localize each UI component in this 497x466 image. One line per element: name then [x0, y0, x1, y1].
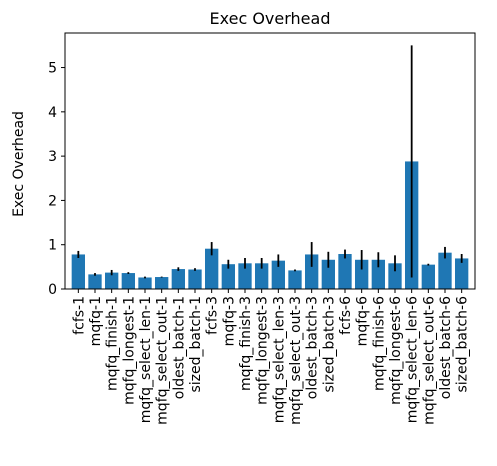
- y-tick-label-4: 4: [48, 105, 57, 121]
- x-tick-label-0: fcfs-1: [71, 296, 87, 335]
- bar-11: [255, 263, 269, 289]
- x-tick-label-4: mqfq_select_len-1: [138, 296, 154, 423]
- y-axis-label: Exec Overhead: [11, 111, 27, 217]
- bar-8: [205, 248, 219, 289]
- bar-14: [305, 254, 319, 289]
- bar-0: [71, 254, 85, 289]
- x-tick-label-11: mqfq_longest-3: [255, 296, 271, 405]
- bar-7: [188, 269, 202, 289]
- bar-19: [388, 263, 402, 289]
- bar-4: [138, 277, 152, 289]
- y-tick-label-0: 0: [48, 282, 57, 298]
- bar-13: [288, 270, 302, 289]
- bar-1: [88, 274, 102, 289]
- bar-9: [221, 264, 235, 289]
- x-tick-label-1: mqfq-1: [88, 296, 104, 346]
- bar-17: [355, 259, 369, 289]
- bar-21: [421, 264, 435, 289]
- y-tick-label-1: 1: [48, 238, 57, 254]
- x-tick-label-16: fcfs-6: [338, 296, 354, 335]
- bar-22: [438, 252, 452, 289]
- x-tick-label-5: mqfq_select_out-1: [155, 296, 171, 425]
- x-tick-label-6: oldest_batch-1: [171, 296, 187, 399]
- x-tick-label-12: mqfq_select_len-3: [271, 296, 287, 423]
- bar-12: [271, 260, 285, 289]
- bar-5: [155, 277, 169, 289]
- bar-10: [238, 263, 252, 289]
- x-tick-label-17: mqfq-6: [355, 296, 371, 346]
- x-tick-label-3: mqfq_longest-1: [121, 296, 137, 405]
- bar-3: [121, 273, 135, 289]
- bar-2: [105, 272, 119, 289]
- x-tick-label-21: mqfq_select_out-6: [421, 296, 437, 425]
- x-tick-label-10: mqfq_finish-3: [238, 296, 254, 391]
- x-tick-label-15: sized_batch-3: [321, 296, 337, 393]
- chart-title: Exec Overhead: [210, 9, 331, 28]
- bar-16: [338, 254, 352, 289]
- bar-6: [171, 269, 185, 289]
- bar-15: [321, 259, 335, 289]
- y-tick-label-3: 3: [48, 149, 57, 165]
- x-tick-label-14: oldest_batch-3: [305, 296, 321, 399]
- bar-23: [455, 258, 469, 289]
- y-tick-label-5: 5: [48, 61, 57, 77]
- x-tick-label-19: mqfq_longest-6: [388, 296, 404, 405]
- x-tick-label-9: mqfq-3: [221, 296, 237, 346]
- x-tick-label-8: fcfs-3: [205, 296, 221, 335]
- bar-18: [371, 259, 385, 289]
- x-tick-label-23: sized_batch-6: [455, 296, 471, 393]
- x-tick-label-18: mqfq_finish-6: [371, 296, 387, 391]
- x-tick-label-2: mqfq_finish-1: [105, 296, 121, 391]
- x-tick-label-13: mqfq_select_out-3: [288, 296, 304, 425]
- x-tick-label-22: oldest_batch-6: [438, 296, 454, 399]
- x-tick-label-20: mqfq_select_len-6: [405, 296, 421, 423]
- y-tick-label-2: 2: [48, 193, 57, 209]
- plot-frame: [64, 32, 476, 290]
- x-tick-label-7: sized_batch-1: [188, 296, 204, 393]
